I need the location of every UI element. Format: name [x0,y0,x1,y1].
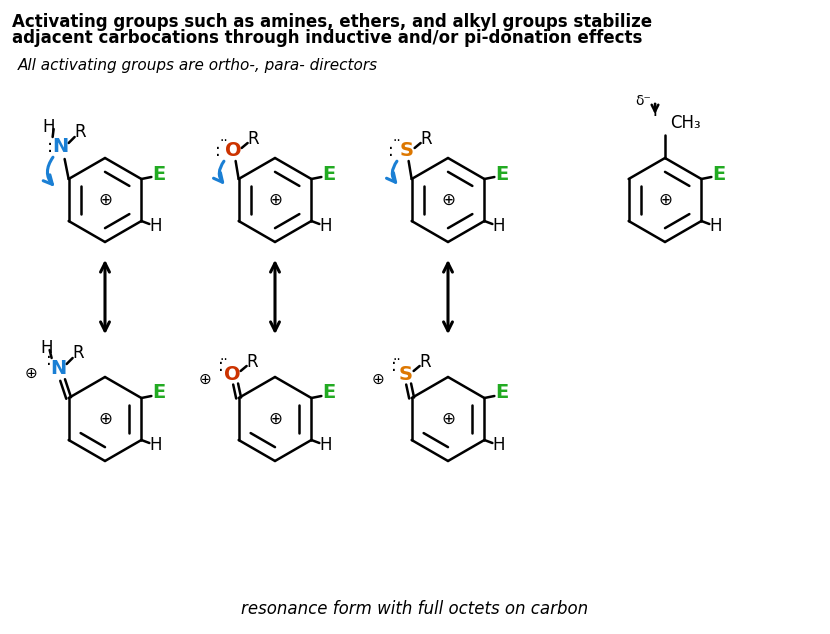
Text: O: O [224,365,241,384]
Text: H: H [709,217,721,235]
Text: R: R [75,123,86,141]
Text: N: N [51,358,66,377]
Text: H: H [149,217,162,235]
Text: N: N [52,138,69,157]
Text: E: E [153,384,166,403]
Text: :: : [388,142,393,160]
Text: E: E [496,164,509,183]
Text: H: H [492,217,505,235]
Text: resonance form with full octets on carbon: resonance form with full octets on carbo… [242,600,588,618]
Text: :: : [46,351,51,369]
Text: ⊕: ⊕ [98,410,112,428]
Text: All activating groups are ortho-, para- directors: All activating groups are ortho-, para- … [18,58,378,73]
Text: ··: ·· [393,353,401,367]
Text: S: S [399,141,413,160]
Text: E: E [323,384,336,403]
Text: H: H [319,436,332,454]
Text: H: H [492,436,505,454]
Text: O: O [225,141,242,160]
Text: CH₃: CH₃ [670,114,701,132]
Text: ⊕: ⊕ [98,191,112,209]
Text: :: : [217,357,223,375]
Text: R: R [73,344,85,362]
Text: H: H [319,217,332,235]
Text: ⊕: ⊕ [441,410,455,428]
Text: E: E [153,164,166,183]
Text: ⊕: ⊕ [198,372,211,387]
Text: E: E [713,164,726,183]
Text: :: : [391,357,397,375]
Text: E: E [323,164,336,183]
Text: R: R [420,353,432,371]
Text: R: R [247,353,258,371]
Text: H: H [149,436,162,454]
Text: ⊕: ⊕ [441,191,455,209]
Text: ⊕: ⊕ [658,191,672,209]
Text: :: : [215,142,221,160]
Text: ⊕: ⊕ [268,410,282,428]
Text: ⊕: ⊕ [268,191,282,209]
Text: ··: ·· [219,353,228,367]
Text: :: : [46,138,52,156]
Text: adjacent carbocations through inductive and/or pi-donation effects: adjacent carbocations through inductive … [12,29,642,47]
Text: ┃: ┃ [652,103,658,115]
Text: E: E [496,384,509,403]
Text: H: H [42,118,55,136]
Text: R: R [248,130,260,148]
Text: ⊕: ⊕ [24,365,37,380]
Text: H: H [41,339,53,357]
Text: ⊕: ⊕ [371,372,384,387]
Text: ··: ·· [219,134,228,148]
Text: δ⁻: δ⁻ [635,94,651,108]
Text: R: R [421,130,432,148]
Text: Activating groups such as amines, ethers, and alkyl groups stabilize: Activating groups such as amines, ethers… [12,13,652,31]
Text: ··: ·· [393,134,401,148]
Text: S: S [398,365,413,384]
